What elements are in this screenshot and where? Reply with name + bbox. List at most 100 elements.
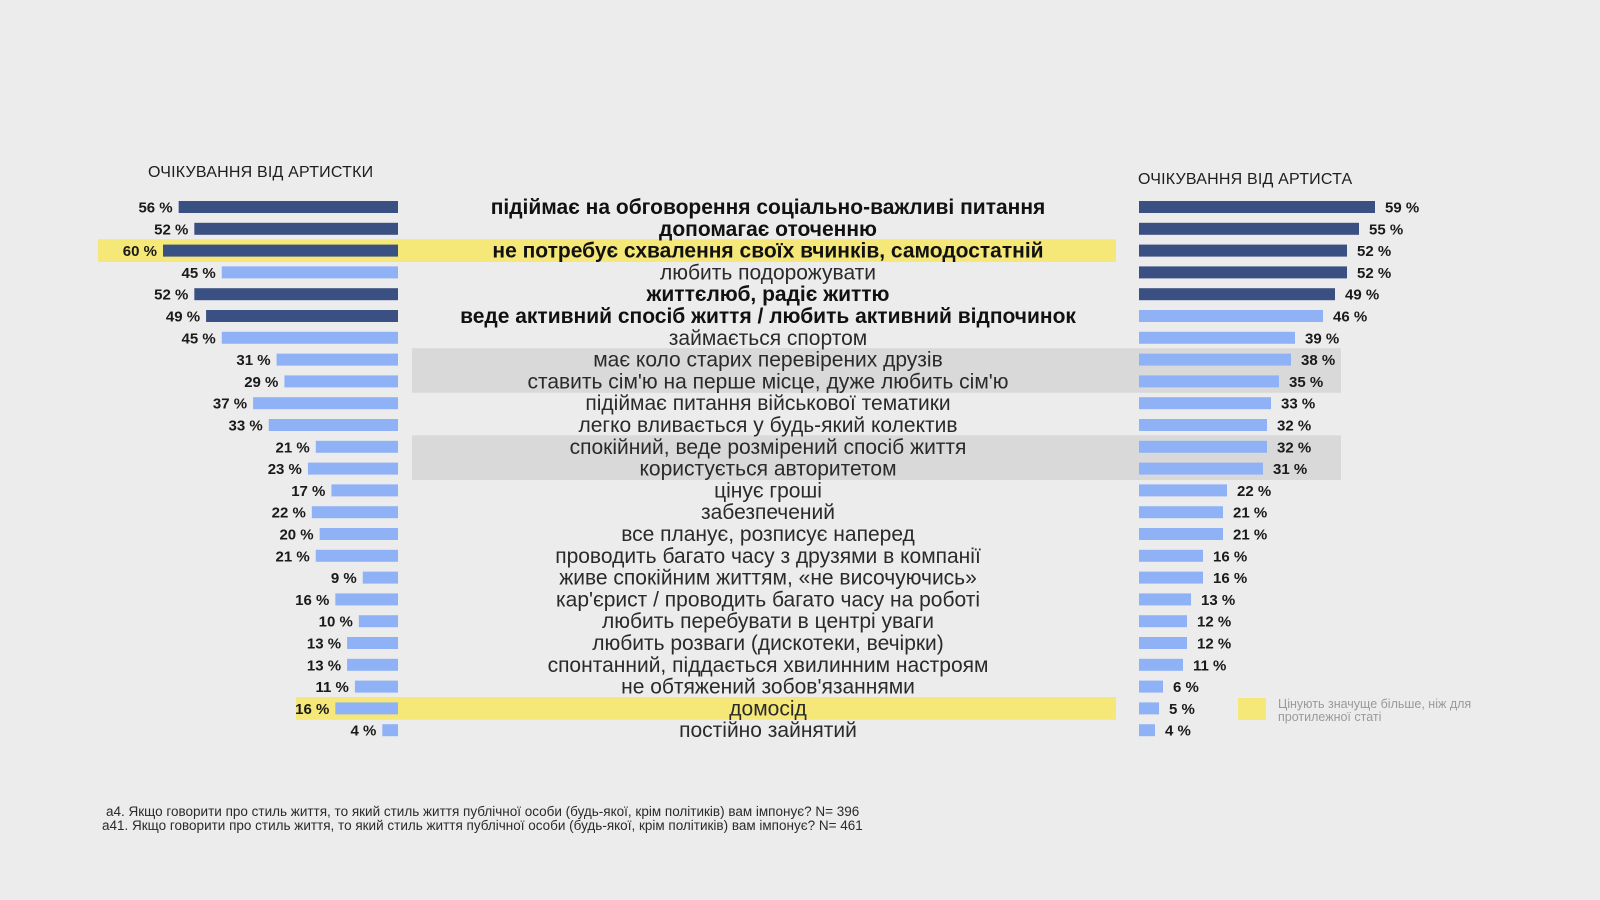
right-bar (1139, 222, 1359, 235)
left-value-label: 37 % (213, 396, 247, 413)
right-bar (1139, 615, 1187, 628)
right-bar (1139, 266, 1347, 279)
right-bar (1139, 702, 1159, 715)
left-bar (315, 440, 398, 453)
legend-swatch (1238, 698, 1266, 720)
category-label: допомагає оточенню (659, 218, 877, 241)
category-label: любить подорожувати (660, 261, 876, 284)
left-value-label: 10 % (319, 614, 353, 631)
left-value-label: 56 % (138, 200, 172, 217)
category-label: проводить багато часу з друзями в компан… (555, 545, 981, 568)
right-value-label: 22 % (1237, 483, 1271, 500)
right-value-label: 52 % (1357, 265, 1391, 282)
right-bar (1139, 462, 1263, 475)
left-value-label: 45 % (182, 265, 216, 282)
right-bar (1139, 375, 1279, 388)
left-bar (307, 462, 398, 475)
left-value-label: 52 % (154, 221, 188, 238)
left-value-label: 45 % (182, 330, 216, 347)
gray-highlight-band (412, 348, 1341, 371)
category-label: кар'єрист / проводить багато часу на роб… (556, 588, 980, 611)
right-value-label: 12 % (1197, 614, 1231, 631)
left-bar (354, 680, 398, 693)
right-value-label: 31 % (1273, 461, 1307, 478)
left-bar (358, 615, 398, 628)
left-bar (382, 724, 398, 737)
left-bar (194, 222, 398, 235)
right-series-bars (1139, 201, 1375, 737)
left-bar (268, 419, 398, 431)
left-value-label: 16 % (295, 701, 329, 718)
right-value-label: 21 % (1233, 527, 1267, 544)
right-bar (1139, 353, 1291, 366)
right-bar (1139, 724, 1155, 737)
legend-text-line2: протилежної статі (1278, 710, 1381, 724)
left-value-label: 21 % (276, 548, 310, 565)
right-bar (1139, 571, 1203, 584)
gray-highlight-band (412, 457, 1341, 480)
category-label: веде активний спосіб життя / любить акти… (460, 305, 1076, 328)
legend: Цінують значуще більше, ніж для протилеж… (1238, 697, 1471, 724)
left-bar (206, 310, 398, 322)
left-value-label: 11 % (316, 679, 349, 696)
left-header: ОЧІКУВАННЯ ВІД АРТИСТКИ (148, 164, 373, 181)
right-bar (1139, 528, 1223, 540)
right-value-label: 55 % (1369, 221, 1403, 238)
right-value-label: 21 % (1233, 505, 1267, 522)
right-bar (1139, 593, 1191, 606)
right-bar (1139, 201, 1375, 213)
right-bar (1139, 658, 1183, 671)
right-value-label: 49 % (1345, 287, 1379, 304)
right-bar (1139, 506, 1223, 519)
left-bar (253, 397, 398, 410)
yellow-highlight-band (296, 697, 1116, 720)
category-label: користується авторитетом (639, 458, 896, 481)
category-label: любить перебувати в центрі уваги (602, 610, 934, 633)
category-label: не потребує схвалення своїх вчинків, сам… (492, 240, 1043, 263)
right-value-label: 52 % (1357, 243, 1391, 260)
left-value-labels: 56 % 52 % 60 % 45 % 52 % 49 % 45 % 31 % 29 % 37 %… (123, 200, 377, 740)
category-label: життєлюб, радіє життю (645, 283, 889, 306)
left-value-label: 33 % (229, 418, 263, 435)
category-label: займається спортом (669, 327, 867, 350)
category-label: спонтанний, піддається хвилинним настроя… (548, 654, 989, 677)
gray-highlight-band (412, 370, 1341, 393)
right-value-label: 5 % (1169, 701, 1195, 718)
right-bar (1139, 244, 1347, 257)
left-value-label: 17 % (291, 483, 325, 500)
right-value-label: 16 % (1213, 548, 1247, 565)
right-bar (1139, 484, 1227, 497)
left-value-label: 31 % (236, 352, 270, 369)
right-value-label: 38 % (1301, 352, 1335, 369)
right-bar (1139, 419, 1267, 431)
right-bar (1139, 288, 1335, 301)
right-bar (1139, 331, 1295, 344)
left-bar (311, 506, 398, 519)
right-bar (1139, 397, 1271, 410)
footnote-2: а41. Якщо говорити про стиль життя, то я… (102, 818, 863, 833)
left-bar (362, 571, 398, 584)
left-bar (335, 702, 398, 715)
left-value-label: 29 % (244, 374, 278, 391)
left-value-label: 4 % (350, 723, 376, 740)
category-label: цінує гроші (714, 479, 822, 502)
category-label: живе спокійним життям, «не височуючись» (559, 567, 977, 590)
category-label: ставить сім'ю на перше місце, дуже любит… (527, 370, 1008, 393)
left-value-label: 52 % (154, 287, 188, 304)
right-value-label: 6 % (1173, 679, 1199, 696)
right-bar (1139, 680, 1163, 693)
left-value-label: 22 % (272, 505, 306, 522)
left-value-label: 13 % (307, 657, 341, 674)
right-value-label: 13 % (1201, 592, 1235, 609)
left-bar (331, 484, 398, 497)
right-value-label: 12 % (1197, 636, 1231, 653)
footnote-1: а4. Якщо говорити про стиль життя, то як… (106, 804, 859, 819)
right-value-label: 4 % (1165, 723, 1191, 740)
left-bar (178, 201, 398, 213)
category-label: підіймає питання військової тематики (585, 392, 950, 415)
left-value-label: 60 % (123, 243, 157, 260)
left-value-label: 21 % (276, 439, 310, 456)
left-value-label: 23 % (268, 461, 302, 478)
left-value-label: 9 % (331, 570, 357, 587)
